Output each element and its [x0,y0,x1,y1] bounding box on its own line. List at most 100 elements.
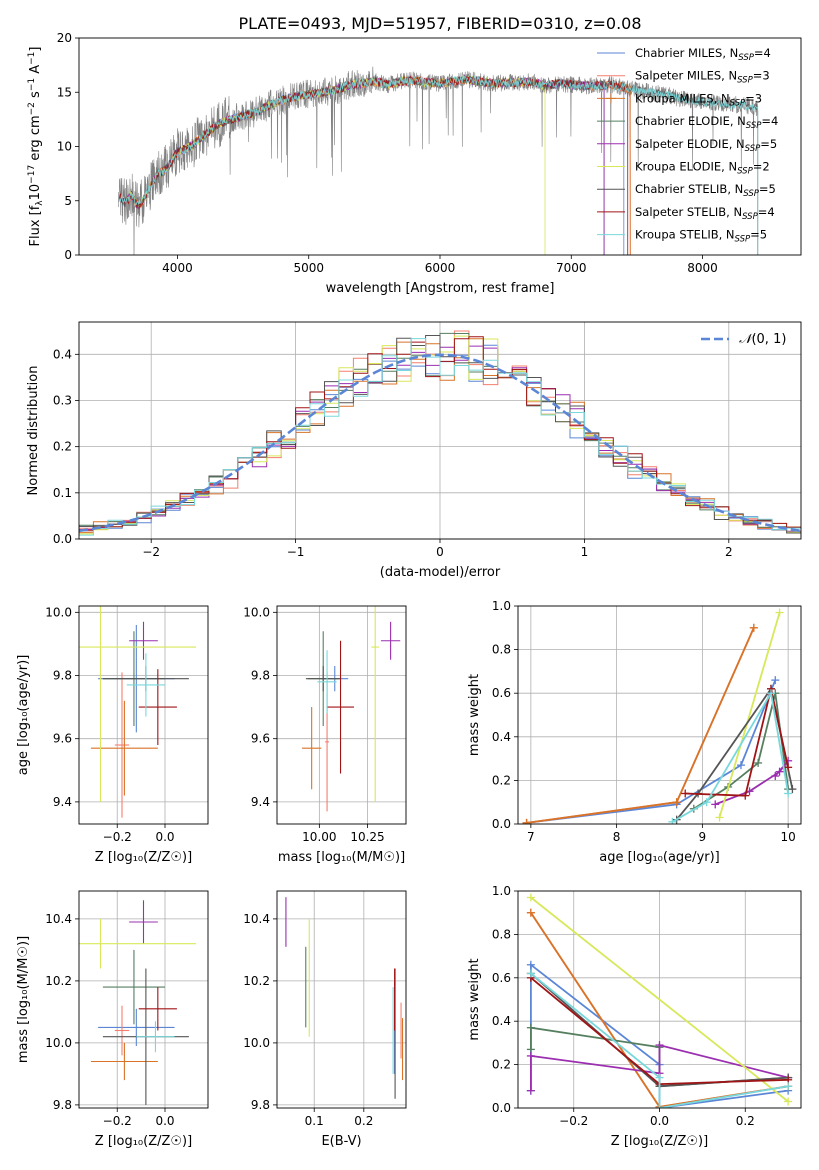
y-axis-label-part: λ [35,200,45,206]
legend-label-value: =3 [745,91,762,105]
x-axis-label: Z [log₁₀(Z/Z☉)] [95,1134,192,1149]
weight-series-line [685,688,789,797]
legend-label-sub: SSP [745,144,761,154]
legend-label-text: Salpeter STELIB, N [635,205,742,219]
y-tick-label: 9.4 [251,795,270,809]
x-tick-label: −1 [287,545,305,559]
axes-frame [276,890,407,1109]
legend-label-sub: SSP [742,212,758,222]
x-tick-label: 0.2 [736,1114,755,1128]
legend-label-value: =2 [753,160,770,174]
axes-frame [78,37,802,256]
plot-area-residuals [79,330,801,538]
legend-label-sub: SSP [743,189,759,199]
x-axis-label: (data-model)/error [380,565,501,580]
weight-series-line [718,612,781,818]
y-tick-label: 0.2 [53,440,72,454]
y-tick-label: 15 [57,85,72,99]
legend-label: Salpeter STELIB, NSSP=4 [635,205,775,222]
legend-label-value: =4 [761,114,778,128]
y-tick-label: 10.4 [45,912,72,926]
y-tick-label: 10 [57,140,72,154]
x-tick-label: 0.1 [305,1114,324,1128]
plot-area-spectrum [118,66,759,255]
x-axis-label: Z [log₁₀(Z/Z☉)] [611,1134,708,1149]
y-tick-label: 9.6 [53,732,72,746]
y-tick-label: 1.0 [492,884,511,898]
y-tick-label: 0.3 [53,393,72,407]
y-tick-label: 10.0 [243,605,270,619]
y-axis-label: age [log₁₀(age/yr)] [16,655,31,776]
plot-area-weights_vs_Z [526,893,793,1108]
legend-label-sub: SSP [746,121,762,131]
x-tick-label: 6000 [425,261,456,275]
x-tick-label: 9 [699,830,707,844]
y-tick-label: 10.2 [243,974,270,988]
x-axis-label: E(B-V) [321,1134,361,1149]
axes-age_vs_Z: −0.2 0.0 9.4 9.6 9.8 10.0 Z [log₁₀(Z/Z☉)] age [… [16,605,209,865]
x-tick-label: 10 [780,830,795,844]
x-tick-label: 0.0 [155,1114,174,1128]
y-axis-label-part: −17 [27,165,37,184]
legend-label: Kroupa MILES, NSSP=3 [635,91,762,108]
axes-frame [276,605,407,825]
legend-label-sub: SSP [737,76,753,86]
y-tick-label: 10.0 [243,1036,270,1050]
y-axis-label-part: A [28,65,43,78]
x-axis-label: mass [log₁₀(M/M☉)] [278,850,405,865]
model-spectrum-line [119,74,759,255]
y-tick-label: 0.2 [492,1058,511,1072]
legend-label: Kroupa STELIB, NSSP=5 [635,228,767,245]
legend-label-sub: SSP [737,167,753,177]
weight-series-line [530,972,789,1108]
axes-frame [78,605,209,825]
y-axis-label: Normed distribution [26,366,41,496]
legend-label-text: Chabrier ELODIE, N [635,114,746,128]
y-axis-label: mass weight [467,674,482,756]
axes-frame [78,890,209,1109]
y-axis-label: Flux [fλ10−17 erg cm−2 s−1 A−1] [27,47,45,247]
legend-label: 𝒩(0, 1) [739,332,786,347]
x-tick-label: 0.2 [354,1114,373,1128]
y-tick-label: 10.2 [45,974,72,988]
plot-area-age_vs_mass [302,606,401,812]
legend-label-text: Kroupa ELODIE, N [635,160,737,174]
legend-label-text: Salpeter MILES, N [635,69,737,83]
x-tick-label: 0.0 [650,1114,669,1128]
axes-weights_vs_Z: −0.2 0.0 0.2 0.0 0.2 0.4 0.6 0.8 1.0 Z [log₁₀(Z/Z… [467,884,802,1149]
y-axis-label: mass [log₁₀(M/M☉)] [16,936,31,1063]
y-tick-label: 20 [57,31,72,45]
legend-label-value: =5 [760,137,777,151]
gaussian-curve [79,353,801,533]
y-axis-label-part: −1 [27,78,37,91]
legend-label-value: =4 [758,205,775,219]
y-tick-label: 9.8 [251,669,270,683]
y-axis-label-part: erg cm [28,115,43,164]
axes-weights_vs_age: 7 8 9 10 0.0 0.2 0.4 0.6 0.8 1.0 age [log₁₀(age/yr… [467,599,802,865]
y-tick-label: 5 [64,194,72,208]
figure-title: PLATE=0493, MJD=51957, FIBERID=0310, z=0… [238,14,641,33]
y-axis-label: mass weight [467,958,482,1040]
axes-frame [517,605,802,825]
x-axis-label: age [log₁₀(age/yr)] [599,850,720,865]
x-tick-label: 10.00 [302,830,336,844]
x-tick-label: 1 [581,545,589,559]
legend-label-text: Salpeter ELODIE, N [635,137,745,151]
legend-label-text: Kroupa STELIB, N [635,228,735,242]
legend-label-sub: SSP [738,53,754,63]
y-tick-label: 0.8 [492,643,511,657]
y-axis-label-part: 10 [28,184,43,201]
x-tick-label: 0.0 [155,830,174,844]
x-tick-label: 8 [613,830,621,844]
y-tick-label: 1.0 [492,599,511,613]
y-tick-label: 9.8 [251,1098,270,1112]
axes-spectrum: 4000 5000 6000 7000 8000 0 5 10 15 20 wavelength [… [27,31,802,296]
x-tick-label: 7 [527,830,535,844]
y-tick-label: 0.4 [492,730,511,744]
weight-series-line [671,690,789,823]
plot-area-mass_vs_ebv [285,897,404,1099]
x-tick-label: 7000 [556,261,587,275]
y-tick-label: 9.8 [53,1098,72,1112]
